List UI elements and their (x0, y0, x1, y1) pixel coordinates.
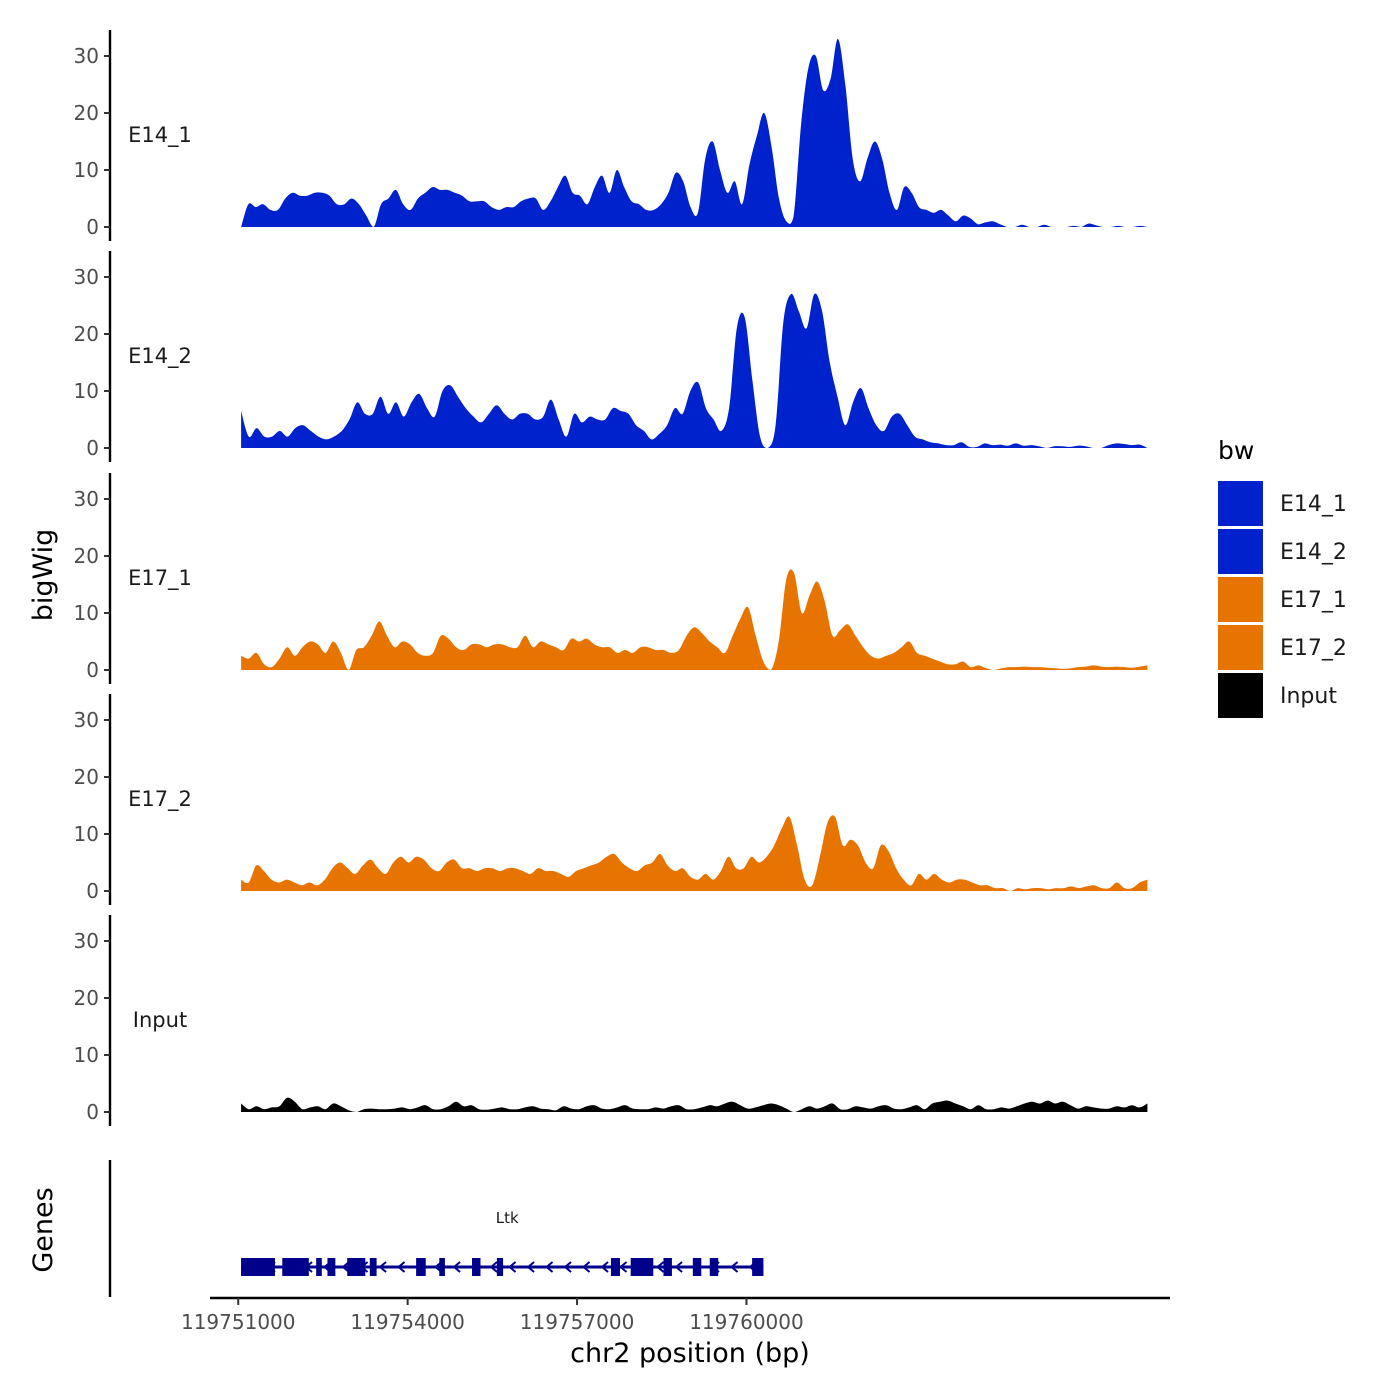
strand-arrow (526, 1261, 535, 1273)
x-tick-label: 119754000 (350, 1310, 465, 1334)
facet-label-E14_2: E14_2 (128, 344, 192, 369)
coverage-area-Input (241, 1097, 1148, 1112)
coverage-panels: 0 10 20 30 E14_1 0 10 20 30 E14_2 0 10 20 30 E17_1 0 10 2… (74, 30, 1148, 1126)
y-tick-label: 30 (74, 487, 99, 511)
panel-E14_1: 0 10 20 30 E14_1 (74, 30, 1148, 241)
y-tick-label: 10 (74, 601, 99, 625)
y-tick-label: 0 (86, 879, 99, 903)
x-axis: 119751000 119754000 119757000 119760000 (181, 1296, 1170, 1334)
gene-name-label: Ltk (496, 1209, 519, 1227)
exon-block (496, 1258, 504, 1276)
exon-block (347, 1258, 366, 1276)
exon-block (439, 1258, 445, 1276)
legend-swatch-E17_1 (1218, 577, 1263, 622)
y-tick-label: 0 (86, 1100, 99, 1124)
exon-block (241, 1258, 275, 1276)
legend-title: bw (1218, 436, 1254, 465)
y-tick-label: 0 (86, 215, 99, 239)
strand-arrow (544, 1261, 554, 1273)
y-tick-label: 0 (86, 658, 99, 682)
x-axis-title: chr2 position (bp) (570, 1338, 810, 1369)
legend-label-Input: Input (1280, 684, 1337, 709)
gene-track-title: Genes (28, 1187, 59, 1272)
exon-block (369, 1258, 377, 1276)
exon-block (472, 1258, 481, 1276)
panel-E17_2: 0 10 20 30 E17_2 (74, 694, 1148, 905)
legend: bw E14_1 E14_2 E17_1 E17_2 Input (1218, 436, 1347, 718)
strand-arrow (507, 1261, 517, 1273)
strand-arrow (655, 1261, 665, 1273)
strand-arrow (674, 1261, 683, 1273)
exon-block (282, 1258, 309, 1276)
legend-swatch-E14_1 (1218, 481, 1263, 526)
y-tick-label: 10 (74, 1043, 99, 1067)
exon-block (692, 1258, 702, 1276)
panel-E17_1: 0 10 20 30 E17_1 (74, 473, 1148, 684)
legend-swatch-E14_2 (1218, 529, 1263, 574)
facet-label-E17_1: E17_1 (128, 566, 192, 591)
panel-E14_2: 0 10 20 30 E14_2 (74, 251, 1148, 462)
exon-block (316, 1258, 322, 1276)
exon-block (752, 1258, 764, 1276)
coverage-area-E17_2 (241, 815, 1148, 891)
exon-block (630, 1258, 654, 1276)
y-tick-label: 10 (74, 379, 99, 403)
y-tick-label: 10 (74, 822, 99, 846)
strand-arrow (452, 1261, 461, 1273)
facet-label-Input: Input (133, 1008, 187, 1032)
x-tick-label: 119760000 (689, 1310, 804, 1334)
strand-arrow (618, 1261, 628, 1273)
y-tick-label: 20 (74, 544, 99, 568)
strand-arrow (489, 1261, 498, 1273)
coverage-area-E17_1 (241, 569, 1148, 670)
legend-label-E14_1: E14_1 (1280, 492, 1347, 517)
facet-label-E17_2: E17_2 (128, 787, 192, 812)
exon-block (327, 1258, 336, 1276)
exon-block (610, 1258, 620, 1276)
exon-block (663, 1258, 672, 1276)
gene-track-panel: Genes Ltk (28, 1160, 764, 1297)
y-tick-label: 30 (74, 929, 99, 953)
x-tick-label: 119757000 (520, 1310, 635, 1334)
legend-label-E17_1: E17_1 (1280, 588, 1347, 613)
y-tick-label: 30 (74, 708, 99, 732)
panel-Input: 0 10 20 30 Input (74, 915, 1148, 1126)
coverage-area-E14_2 (241, 293, 1148, 448)
strand-arrow (396, 1261, 406, 1273)
y-tick-label: 10 (74, 158, 99, 182)
strand-arrow (581, 1261, 591, 1273)
coverage-area-E14_1 (241, 38, 1148, 227)
strand-arrow (729, 1261, 739, 1273)
strand-arrow (563, 1261, 572, 1273)
legend-swatch-E17_2 (1218, 625, 1263, 670)
y-tick-label: 20 (74, 765, 99, 789)
x-tick-label: 119751000 (181, 1310, 296, 1334)
facet-label-E14_1: E14_1 (128, 123, 192, 148)
strand-arrow (378, 1261, 387, 1273)
legend-swatch-Input (1218, 673, 1263, 718)
legend-label-E17_2: E17_2 (1280, 636, 1347, 661)
y-tick-label: 20 (74, 986, 99, 1010)
y-tick-label: 0 (86, 436, 99, 460)
y-tick-label: 20 (74, 322, 99, 346)
y-axis-title: bigWig (28, 529, 59, 622)
exon-block (709, 1258, 719, 1276)
y-tick-label: 30 (74, 265, 99, 289)
strand-arrow (600, 1261, 609, 1273)
strand-arrow (341, 1261, 350, 1273)
exon-block (416, 1258, 426, 1276)
legend-label-E14_2: E14_2 (1280, 540, 1347, 565)
y-tick-label: 30 (74, 44, 99, 68)
y-tick-label: 20 (74, 101, 99, 125)
